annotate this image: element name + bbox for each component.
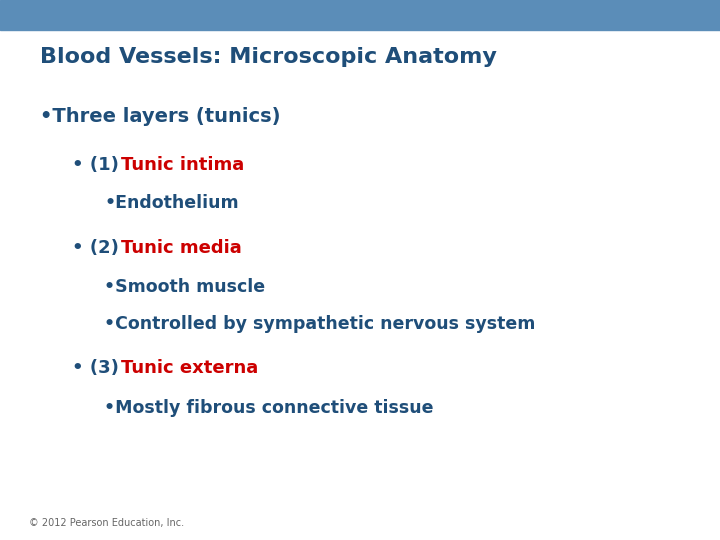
Text: •Endothelium: •Endothelium bbox=[104, 193, 239, 212]
Text: • (1): • (1) bbox=[72, 156, 125, 174]
Text: Tunic media: Tunic media bbox=[122, 239, 242, 258]
Text: •Three layers (tunics): •Three layers (tunics) bbox=[40, 106, 280, 126]
Text: • (3): • (3) bbox=[72, 359, 125, 377]
Bar bbox=[0, 0, 720, 30]
Text: • (2): • (2) bbox=[72, 239, 125, 258]
Text: Blood Vessels: Microscopic Anatomy: Blood Vessels: Microscopic Anatomy bbox=[40, 46, 497, 67]
Text: •Controlled by sympathetic nervous system: •Controlled by sympathetic nervous syste… bbox=[104, 315, 536, 333]
Text: •Smooth muscle: •Smooth muscle bbox=[104, 278, 266, 296]
Text: © 2012 Pearson Education, Inc.: © 2012 Pearson Education, Inc. bbox=[29, 518, 184, 528]
Text: Tunic externa: Tunic externa bbox=[122, 359, 258, 377]
Text: •Mostly fibrous connective tissue: •Mostly fibrous connective tissue bbox=[104, 399, 434, 417]
Text: Tunic intima: Tunic intima bbox=[122, 156, 245, 174]
